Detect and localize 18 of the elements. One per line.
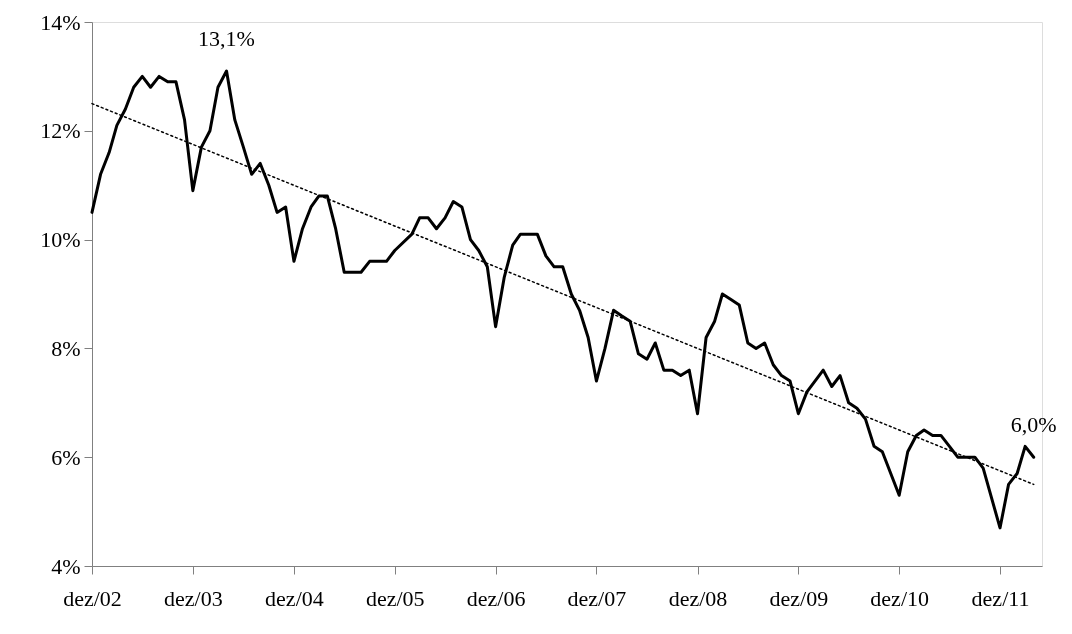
x-tick-label: dez/09 (769, 585, 829, 611)
annotation: 6,0% (1010, 412, 1057, 438)
x-tick-label: dez/07 (567, 585, 627, 611)
x-tick-label: dez/06 (466, 585, 526, 611)
y-tick-label: 14% (40, 9, 81, 35)
x-tick-label: dez/05 (365, 585, 425, 611)
y-tick-label: 4% (51, 553, 81, 579)
y-tick-label: 12% (40, 118, 81, 144)
x-tick-label: dez/03 (164, 585, 223, 611)
x-tick-label: dez/02 (63, 585, 122, 611)
y-tick-label: 6% (51, 444, 81, 470)
x-tick-label: dez/10 (870, 585, 930, 611)
x-tick-label: dez/08 (668, 585, 728, 611)
x-tick-label: dez/04 (265, 585, 324, 611)
y-tick-label: 10% (40, 227, 81, 253)
annotation: 13,1% (198, 25, 255, 51)
y-tick-label: 8% (51, 335, 81, 361)
x-tick-label: dez/11 (971, 585, 1030, 611)
